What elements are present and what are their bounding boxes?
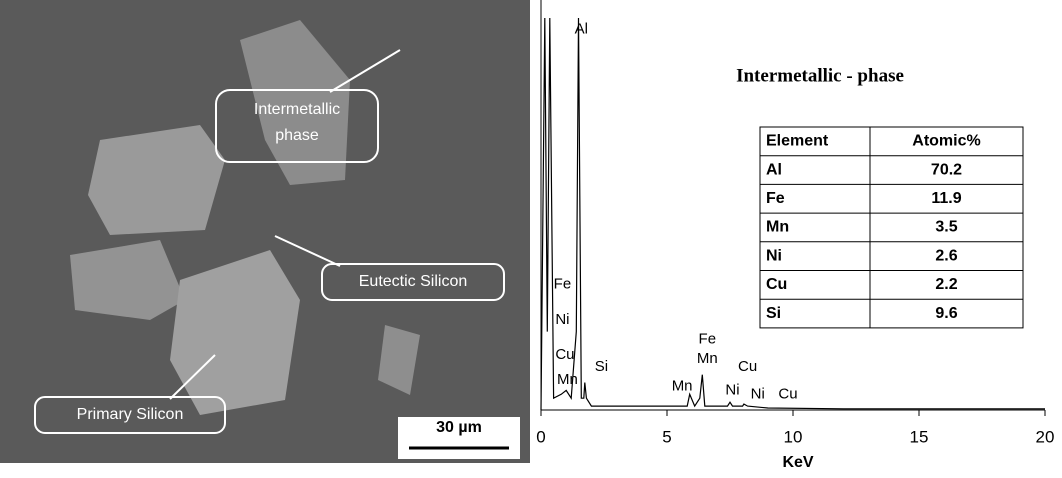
- peak-label: Al: [575, 21, 588, 38]
- table-cell: Si: [766, 305, 781, 322]
- table-cell: 3.5: [935, 219, 957, 236]
- x-tick-label: 5: [662, 427, 671, 446]
- peak-label: Cu: [555, 346, 574, 363]
- x-tick-label: 0: [536, 427, 545, 446]
- sem-image: Intermetallic phase Eutectic Silicon Pri…: [0, 0, 530, 463]
- peak-label: Mn: [557, 371, 578, 388]
- table-cell: 11.9: [931, 190, 961, 207]
- page: Intermetallic phase Eutectic Silicon Pri…: [0, 0, 1062, 478]
- chart-title: Intermetallic - phase: [736, 65, 904, 86]
- table-header: Element: [766, 133, 829, 150]
- figure: Intermetallic phase Eutectic Silicon Pri…: [0, 0, 1062, 473]
- table-cell: 70.2: [931, 161, 962, 178]
- table-cell: Al: [766, 161, 782, 178]
- peak-label: Fe: [554, 276, 572, 293]
- table-border: [760, 127, 1023, 328]
- x-tick-label: 20: [1036, 427, 1055, 446]
- peak-label: Ni: [725, 381, 739, 398]
- peak-label: Cu: [778, 385, 797, 402]
- table-header: Atomic%: [912, 133, 980, 150]
- sem-label: Eutectic Silicon: [359, 273, 468, 290]
- peak-label: Si: [595, 358, 608, 375]
- peak-label: Fe: [699, 330, 717, 347]
- peak-label: Ni: [751, 385, 765, 402]
- peak-label: Mn: [697, 350, 718, 367]
- table-cell: Cu: [766, 276, 787, 293]
- scale-bar-label: 30 µm: [436, 419, 482, 436]
- peak-label: Mn: [672, 377, 693, 394]
- x-tick-label: 10: [784, 427, 803, 446]
- table-cell: Ni: [766, 247, 782, 264]
- peak-label: Cu: [738, 358, 757, 375]
- table-cell: Fe: [766, 190, 785, 207]
- peak-label: Ni: [555, 311, 569, 328]
- sem-label: Intermetallic: [254, 101, 340, 118]
- sem-label: Primary Silicon: [77, 406, 184, 423]
- table-cell: 9.6: [935, 305, 957, 322]
- table-cell: 2.6: [935, 247, 957, 264]
- table-cell: 2.2: [935, 276, 957, 293]
- sem-label: phase: [275, 127, 319, 144]
- sem-crystal: [88, 125, 225, 235]
- x-axis-label: KeV: [782, 454, 813, 471]
- table-cell: Mn: [766, 219, 789, 236]
- x-tick-label: 15: [910, 427, 929, 446]
